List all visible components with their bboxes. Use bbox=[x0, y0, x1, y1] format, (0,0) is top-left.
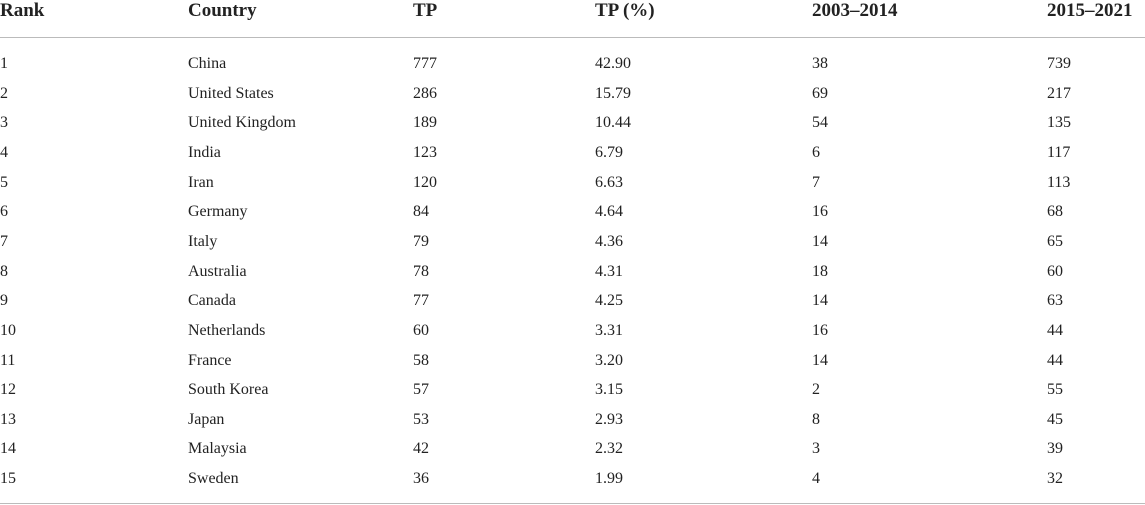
period-late-cell: 32 bbox=[1047, 470, 1063, 488]
tp-percent-cell: 42.90 bbox=[595, 55, 631, 72]
rank-cell: 13 bbox=[0, 410, 16, 428]
period-late-cell: 55 bbox=[1047, 381, 1063, 399]
period-late-cell: 117 bbox=[1047, 143, 1071, 161]
country-cell: United States bbox=[188, 84, 274, 102]
rank-cell: 14 bbox=[0, 440, 16, 458]
tp-cell: 123 bbox=[413, 143, 437, 161]
period-early-cell: 18 bbox=[812, 262, 828, 280]
header-rule bbox=[0, 37, 1145, 38]
header-cell: 2015–2021 bbox=[1047, 0, 1133, 21]
tp-percent-cell: 6.63 bbox=[595, 173, 623, 191]
country-cell: Canada bbox=[188, 292, 236, 310]
tp-cell: 58 bbox=[413, 351, 429, 369]
period-early-cell: 16 bbox=[812, 203, 828, 221]
country-cell: Italy bbox=[188, 232, 218, 250]
tp-cell: 286 bbox=[413, 84, 437, 102]
rank-cell: 6 bbox=[0, 203, 8, 221]
country-cell: Japan bbox=[188, 410, 225, 428]
country-cell: United Kingdom bbox=[188, 114, 296, 132]
country-cell: Sweden bbox=[188, 470, 239, 488]
tp-cell: 42 bbox=[413, 440, 429, 458]
tp-cell: 60 bbox=[413, 321, 429, 339]
tp-percent-cell: 10.44 bbox=[595, 114, 631, 132]
period-early-cell: 54 bbox=[812, 114, 828, 132]
period-early-cell: 8 bbox=[812, 410, 820, 428]
period-early-cell: 3 bbox=[812, 440, 820, 458]
rank-cell: 9 bbox=[0, 292, 8, 310]
period-early-cell: 6 bbox=[812, 143, 820, 161]
country-cell: China bbox=[188, 55, 227, 72]
header-cell: Rank bbox=[0, 0, 45, 21]
rank-cell: 3 bbox=[0, 114, 8, 132]
period-late-cell: 739 bbox=[1047, 55, 1071, 72]
header-cell: Country bbox=[188, 0, 257, 21]
rank-cell: 10 bbox=[0, 321, 16, 339]
country-cell: Australia bbox=[188, 262, 247, 280]
period-late-cell: 44 bbox=[1047, 351, 1063, 369]
header-cell: 2003–2014 bbox=[812, 0, 898, 21]
country-cell: India bbox=[188, 143, 221, 161]
tp-cell: 777 bbox=[413, 55, 437, 72]
tp-percent-cell: 4.36 bbox=[595, 232, 623, 250]
period-early-cell: 7 bbox=[812, 173, 820, 191]
header-cell: TP bbox=[413, 0, 438, 21]
period-early-cell: 38 bbox=[812, 55, 828, 72]
tp-cell: 78 bbox=[413, 262, 429, 280]
tp-percent-cell: 2.93 bbox=[595, 410, 623, 428]
rank-cell: 7 bbox=[0, 232, 8, 250]
tp-percent-cell: 3.31 bbox=[595, 321, 623, 339]
period-early-cell: 14 bbox=[812, 292, 828, 310]
tp-percent-cell: 6.79 bbox=[595, 143, 623, 161]
period-early-cell: 4 bbox=[812, 470, 820, 488]
tp-cell: 79 bbox=[413, 232, 429, 250]
tp-cell: 57 bbox=[413, 381, 429, 399]
rank-cell: 12 bbox=[0, 381, 16, 399]
period-early-cell: 2 bbox=[812, 381, 820, 399]
tp-percent-cell: 2.32 bbox=[595, 440, 623, 458]
tp-cell: 120 bbox=[413, 173, 437, 191]
period-early-cell: 14 bbox=[812, 351, 828, 369]
tp-cell: 36 bbox=[413, 470, 429, 488]
period-late-cell: 113 bbox=[1047, 173, 1071, 191]
country-cell: Netherlands bbox=[188, 321, 266, 339]
country-cell: Germany bbox=[188, 203, 248, 221]
country-cell: France bbox=[188, 351, 232, 369]
tp-percent-cell: 4.31 bbox=[595, 262, 623, 280]
period-early-cell: 16 bbox=[812, 321, 828, 339]
rank-cell: 15 bbox=[0, 470, 16, 488]
rank-cell: 1 bbox=[0, 55, 8, 72]
period-late-cell: 63 bbox=[1047, 292, 1063, 310]
period-late-cell: 135 bbox=[1047, 114, 1071, 132]
period-late-cell: 60 bbox=[1047, 262, 1063, 280]
period-late-cell: 45 bbox=[1047, 410, 1063, 428]
tp-cell: 189 bbox=[413, 114, 437, 132]
tp-percent-cell: 3.15 bbox=[595, 381, 623, 399]
tp-percent-cell: 1.99 bbox=[595, 470, 623, 488]
bottom-rule bbox=[0, 503, 1145, 504]
rank-cell: 5 bbox=[0, 173, 8, 191]
country-cell: Iran bbox=[188, 173, 214, 191]
rank-cell: 8 bbox=[0, 262, 8, 280]
period-early-cell: 69 bbox=[812, 84, 828, 102]
period-late-cell: 39 bbox=[1047, 440, 1063, 458]
tp-percent-cell: 4.25 bbox=[595, 292, 623, 310]
tp-percent-cell: 3.20 bbox=[595, 351, 623, 369]
tp-cell: 77 bbox=[413, 292, 429, 310]
header-cell: TP (%) bbox=[595, 0, 655, 21]
tp-cell: 53 bbox=[413, 410, 429, 428]
period-late-cell: 68 bbox=[1047, 203, 1063, 221]
country-cell: South Korea bbox=[188, 381, 269, 399]
tp-percent-cell: 15.79 bbox=[595, 84, 631, 102]
period-late-cell: 65 bbox=[1047, 232, 1063, 250]
rank-cell: 2 bbox=[0, 84, 8, 102]
period-late-cell: 44 bbox=[1047, 321, 1063, 339]
tp-cell: 84 bbox=[413, 203, 429, 221]
tp-percent-cell: 4.64 bbox=[595, 203, 623, 221]
period-late-cell: 217 bbox=[1047, 84, 1071, 102]
rank-cell: 11 bbox=[0, 351, 16, 369]
country-cell: Malaysia bbox=[188, 440, 247, 458]
rank-cell: 4 bbox=[0, 143, 8, 161]
period-early-cell: 14 bbox=[812, 232, 828, 250]
